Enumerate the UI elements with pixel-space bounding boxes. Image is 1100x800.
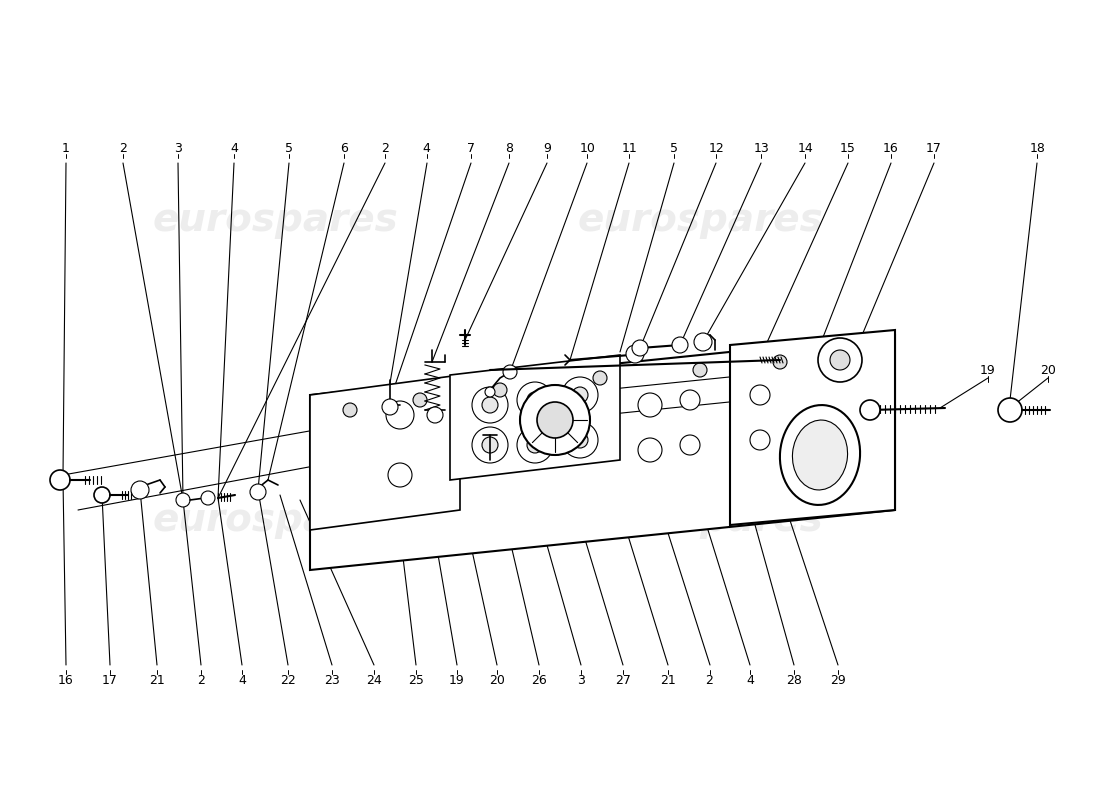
- Text: 26: 26: [531, 674, 547, 686]
- Text: 5: 5: [670, 142, 679, 154]
- Circle shape: [593, 371, 607, 385]
- Circle shape: [998, 398, 1022, 422]
- Text: 20: 20: [490, 674, 505, 686]
- Text: 16: 16: [883, 142, 899, 154]
- Circle shape: [527, 437, 543, 453]
- Text: 19: 19: [980, 363, 996, 377]
- Text: 3: 3: [174, 142, 183, 154]
- Circle shape: [517, 427, 553, 463]
- Text: 4: 4: [238, 674, 246, 686]
- Text: 5: 5: [285, 142, 294, 154]
- Text: eurospares: eurospares: [152, 201, 398, 239]
- Text: Lamborghini: Lamborghini: [442, 448, 538, 472]
- Circle shape: [50, 470, 70, 490]
- Text: eurospares: eurospares: [152, 501, 398, 539]
- Circle shape: [680, 390, 700, 410]
- Circle shape: [818, 338, 862, 382]
- Text: 6: 6: [340, 142, 349, 154]
- Circle shape: [626, 345, 644, 363]
- Text: 2: 2: [705, 674, 714, 686]
- Circle shape: [176, 493, 190, 507]
- Ellipse shape: [780, 405, 860, 505]
- Text: 3: 3: [576, 674, 585, 686]
- Text: 2: 2: [197, 674, 206, 686]
- Text: 29: 29: [830, 674, 846, 686]
- Text: 25: 25: [408, 674, 424, 686]
- Circle shape: [572, 387, 588, 403]
- Circle shape: [201, 491, 214, 505]
- Text: 4: 4: [422, 142, 431, 154]
- Circle shape: [537, 402, 573, 438]
- Circle shape: [427, 407, 443, 423]
- Text: 28: 28: [786, 674, 802, 686]
- Circle shape: [672, 337, 688, 353]
- Polygon shape: [730, 330, 895, 525]
- Circle shape: [472, 387, 508, 423]
- Polygon shape: [310, 335, 895, 570]
- Ellipse shape: [792, 420, 848, 490]
- Text: 17: 17: [926, 142, 942, 154]
- Polygon shape: [310, 375, 460, 530]
- Circle shape: [503, 365, 517, 379]
- Circle shape: [517, 382, 553, 418]
- Text: 9: 9: [542, 142, 551, 154]
- Circle shape: [562, 377, 598, 413]
- Circle shape: [694, 333, 712, 351]
- Circle shape: [830, 350, 850, 370]
- Text: 2: 2: [119, 142, 128, 154]
- Circle shape: [94, 487, 110, 503]
- Text: 15: 15: [840, 142, 856, 154]
- Circle shape: [680, 435, 700, 455]
- Text: 27: 27: [615, 674, 630, 686]
- Text: 20: 20: [1041, 363, 1056, 377]
- Polygon shape: [450, 355, 620, 480]
- Circle shape: [131, 481, 149, 499]
- Text: eurospares: eurospares: [578, 501, 823, 539]
- Text: 22: 22: [280, 674, 296, 686]
- Circle shape: [750, 385, 770, 405]
- Text: 23: 23: [324, 674, 340, 686]
- Text: 4: 4: [230, 142, 239, 154]
- Circle shape: [412, 393, 427, 407]
- Text: 1: 1: [62, 142, 70, 154]
- Text: 14: 14: [798, 142, 813, 154]
- Text: eurospares: eurospares: [578, 201, 823, 239]
- Text: 16: 16: [58, 674, 74, 686]
- Circle shape: [482, 437, 498, 453]
- Text: 19: 19: [449, 674, 464, 686]
- Circle shape: [520, 385, 590, 455]
- Circle shape: [472, 427, 508, 463]
- Text: 24: 24: [366, 674, 382, 686]
- Circle shape: [773, 355, 786, 369]
- Text: 7: 7: [466, 142, 475, 154]
- Circle shape: [388, 463, 412, 487]
- Circle shape: [562, 422, 598, 458]
- Circle shape: [386, 401, 414, 429]
- Text: 13: 13: [754, 142, 769, 154]
- Circle shape: [638, 438, 662, 462]
- Text: 10: 10: [580, 142, 595, 154]
- Circle shape: [250, 484, 266, 500]
- Circle shape: [638, 393, 662, 417]
- Circle shape: [382, 399, 398, 415]
- Circle shape: [750, 430, 770, 450]
- Circle shape: [482, 397, 498, 413]
- Circle shape: [343, 403, 358, 417]
- Text: 12: 12: [708, 142, 724, 154]
- Text: 4: 4: [746, 674, 755, 686]
- Text: 18: 18: [1030, 142, 1045, 154]
- Circle shape: [860, 400, 880, 420]
- Circle shape: [632, 340, 648, 356]
- Circle shape: [693, 363, 707, 377]
- Text: 8: 8: [505, 142, 514, 154]
- Text: 11: 11: [621, 142, 637, 154]
- Text: 21: 21: [150, 674, 165, 686]
- Circle shape: [485, 387, 495, 397]
- Circle shape: [527, 392, 543, 408]
- Circle shape: [572, 432, 588, 448]
- Text: 17: 17: [102, 674, 118, 686]
- Circle shape: [493, 383, 507, 397]
- Text: 2: 2: [381, 142, 389, 154]
- Text: 21: 21: [660, 674, 675, 686]
